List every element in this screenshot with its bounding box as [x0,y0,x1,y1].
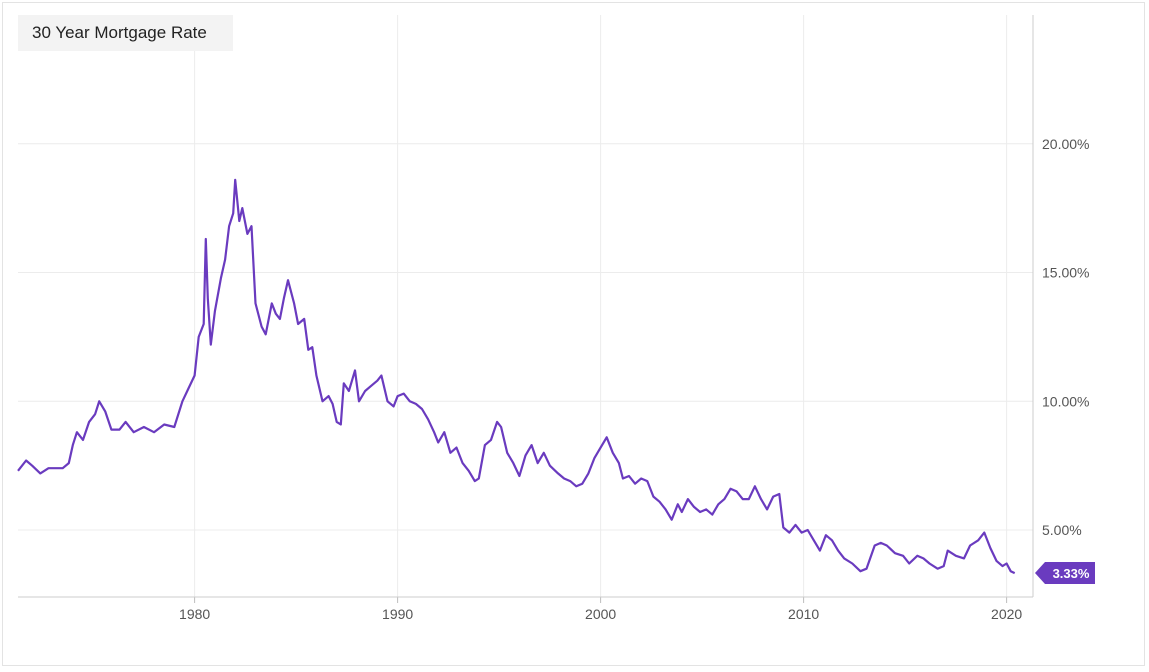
y-tick-label: 10.00% [1042,393,1089,409]
x-tick-label: 1980 [179,606,210,622]
x-tick-label: 2000 [585,606,616,622]
series-layer [17,178,1016,575]
tick-labels: 5.00% 10.00% 15.00% 20.00% 1980 1990 2000 2010 2… [179,136,1095,622]
grid-lines [18,15,1033,597]
axes [18,15,1034,603]
y-tick-label: 15.00% [1042,265,1089,281]
last-value-label: 3.33% [1053,566,1090,581]
x-tick-label: 1990 [382,606,413,622]
y-tick-label: 20.00% [1042,136,1089,152]
x-tick-label: 2020 [991,606,1022,622]
y-tick-label: 5.00% [1042,522,1082,538]
series-line-mortgage-rate [17,178,1016,575]
last-value-tag [1035,562,1095,585]
chart-title: 30 Year Mortgage Rate [18,15,233,51]
x-tick-label: 2010 [788,606,819,622]
